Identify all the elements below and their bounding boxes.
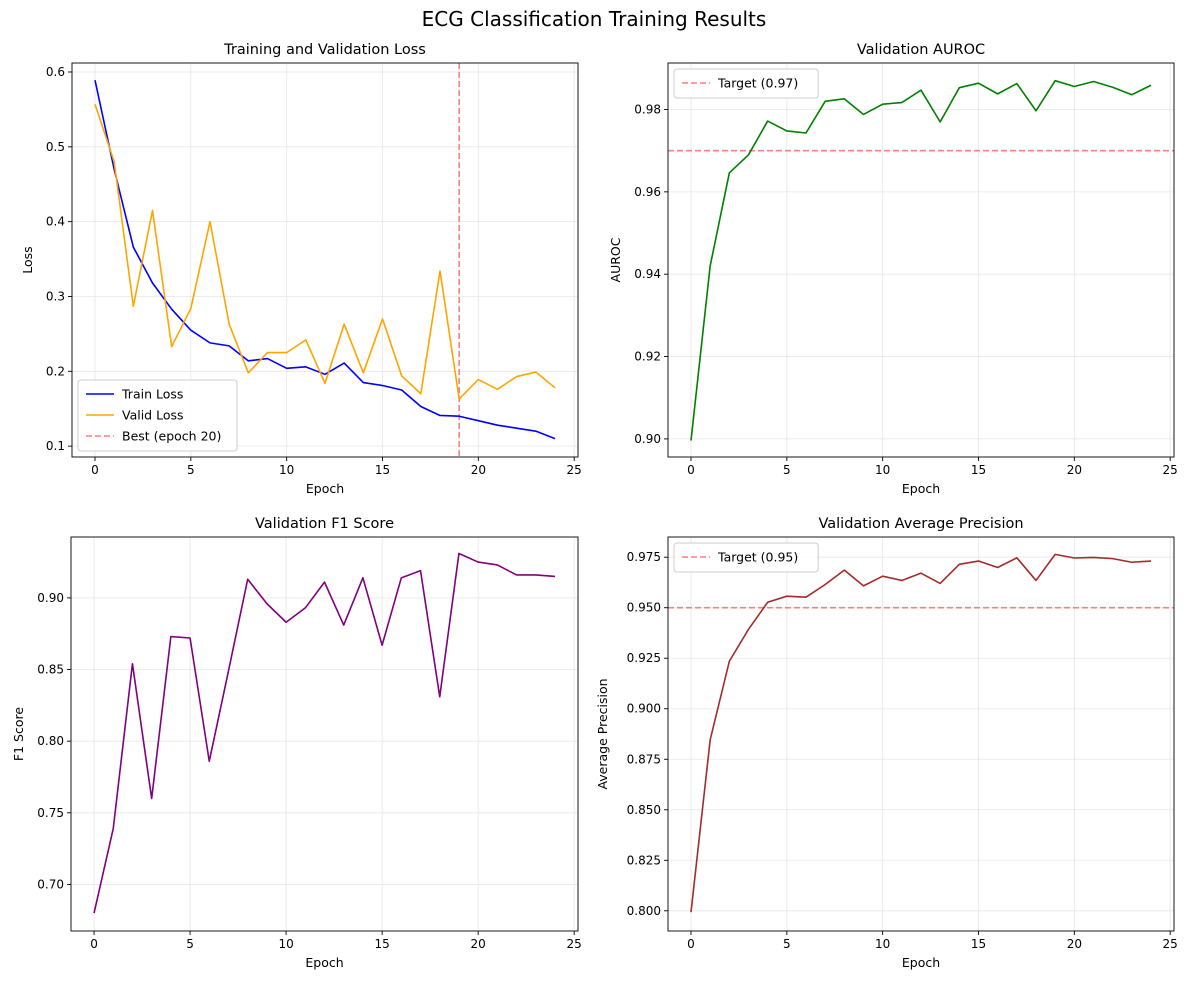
y-tick-label: 0.825 bbox=[627, 853, 661, 867]
x-tick-label: 20 bbox=[1067, 463, 1082, 477]
x-tick-label: 10 bbox=[875, 463, 890, 477]
x-tick-label: 20 bbox=[471, 463, 486, 477]
y-tick-label: 0.90 bbox=[634, 432, 661, 446]
x-tick-label: 25 bbox=[1163, 463, 1178, 477]
y-tick-label: 0.975 bbox=[627, 550, 661, 564]
y-tick-label: 0.6 bbox=[46, 65, 65, 79]
y-tick-label: 0.800 bbox=[627, 904, 661, 918]
y-tick-label: 0.94 bbox=[634, 267, 661, 281]
y-tick-label: 0.925 bbox=[627, 651, 661, 665]
y-tick-label: 0.90 bbox=[37, 591, 64, 605]
chart-title: Validation F1 Score bbox=[255, 516, 394, 532]
legend-label: Valid Loss bbox=[122, 408, 184, 423]
y-tick-label: 0.900 bbox=[627, 702, 661, 716]
y-tick-label: 0.75 bbox=[37, 806, 64, 820]
legend: Train Loss Valid Loss Best (epoch 20) bbox=[78, 380, 237, 451]
legend-label: Best (epoch 20) bbox=[122, 429, 221, 444]
x-tick-label: 5 bbox=[186, 937, 194, 951]
y-tick-label: 0.98 bbox=[634, 103, 661, 117]
x-tick-label: 15 bbox=[374, 937, 389, 951]
x-tick-label: 5 bbox=[187, 463, 195, 477]
y-tick-label: 0.5 bbox=[46, 140, 65, 154]
y-axis-label: F1 Score bbox=[11, 707, 26, 761]
x-tick-label: 20 bbox=[470, 937, 485, 951]
x-tick-label: 25 bbox=[567, 463, 582, 477]
x-tick-label: 15 bbox=[375, 463, 390, 477]
x-tick-label: 5 bbox=[783, 463, 791, 477]
y-axis-label: Loss bbox=[20, 246, 35, 273]
x-tick-label: 10 bbox=[279, 463, 294, 477]
x-tick-label: 20 bbox=[1067, 937, 1082, 951]
x-axis-label: Epoch bbox=[902, 481, 940, 496]
x-tick-label: 25 bbox=[567, 937, 582, 951]
chart-title: Validation Average Precision bbox=[818, 516, 1023, 532]
y-tick-label: 0.2 bbox=[46, 364, 65, 378]
y-tick-label: 0.85 bbox=[37, 663, 64, 677]
x-tick-label: 0 bbox=[91, 463, 99, 477]
legend-label: Target (0.97) bbox=[717, 76, 798, 91]
y-tick-label: 0.70 bbox=[37, 877, 64, 891]
y-axis-label: AUROC bbox=[608, 237, 623, 282]
y-tick-label: 0.950 bbox=[627, 601, 661, 615]
figure-title: ECG Classification Training Results bbox=[422, 7, 767, 31]
y-tick-label: 0.4 bbox=[46, 215, 65, 229]
y-tick-label: 0.850 bbox=[627, 803, 661, 817]
y-tick-label: 0.80 bbox=[37, 734, 64, 748]
x-tick-label: 15 bbox=[971, 463, 986, 477]
legend: Target (0.97) bbox=[674, 69, 818, 98]
y-tick-label: 0.875 bbox=[627, 752, 661, 766]
x-tick-label: 10 bbox=[875, 937, 890, 951]
y-tick-label: 0.96 bbox=[634, 185, 661, 199]
legend: Target (0.95) bbox=[674, 543, 818, 572]
x-tick-label: 25 bbox=[1163, 937, 1178, 951]
y-axis-label: Average Precision bbox=[595, 678, 610, 789]
legend-label: Train Loss bbox=[121, 387, 183, 402]
x-tick-label: 5 bbox=[783, 937, 791, 951]
y-tick-label: 0.92 bbox=[634, 350, 661, 364]
x-tick-label: 10 bbox=[278, 937, 293, 951]
x-tick-label: 15 bbox=[971, 937, 986, 951]
x-axis-label: Epoch bbox=[902, 955, 940, 970]
x-tick-label: 0 bbox=[90, 937, 98, 951]
x-axis-label: Epoch bbox=[306, 481, 344, 496]
chart-title: Training and Validation Loss bbox=[223, 42, 426, 58]
legend-label: Target (0.95) bbox=[717, 550, 798, 565]
x-tick-label: 0 bbox=[687, 463, 695, 477]
chart-title: Validation AUROC bbox=[857, 42, 985, 58]
y-tick-label: 0.3 bbox=[46, 289, 65, 303]
x-tick-label: 0 bbox=[687, 937, 695, 951]
x-axis-label: Epoch bbox=[305, 955, 343, 970]
y-tick-label: 0.1 bbox=[46, 439, 65, 453]
